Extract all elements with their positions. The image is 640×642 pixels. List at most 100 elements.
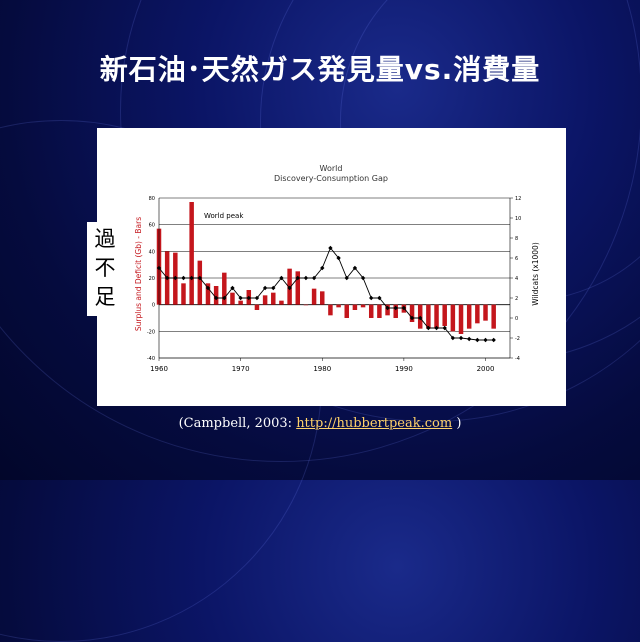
bar xyxy=(279,300,284,305)
wildcats-point xyxy=(205,285,211,291)
bar xyxy=(222,272,227,305)
wildcats-point xyxy=(303,275,309,281)
chart-title: World xyxy=(320,164,343,173)
bar xyxy=(189,202,194,305)
y-axis-label: Surplus and Deficit (Gb) - Bars xyxy=(134,217,143,331)
bar xyxy=(295,271,301,305)
bar xyxy=(271,292,276,305)
wildcats-point xyxy=(181,275,186,281)
y2-tick-label: 2 xyxy=(515,296,518,302)
bar xyxy=(230,292,235,305)
discovery-consumption-chart: World Discovery-Consumption Gap -40-2002… xyxy=(134,164,540,373)
bar xyxy=(328,304,333,316)
bar xyxy=(320,291,325,305)
x-tick-label: 1990 xyxy=(395,365,413,373)
y2-axis-label: Wildcats (x1000) xyxy=(531,242,540,306)
wildcats-point xyxy=(230,285,235,291)
y-tick-label: 80 xyxy=(149,196,155,202)
bar xyxy=(377,304,382,318)
y2-tick-label: 8 xyxy=(515,236,518,242)
x-tick-label: 1970 xyxy=(232,365,250,373)
bar xyxy=(368,304,374,318)
wildcats-point xyxy=(450,335,456,341)
wildcats-point xyxy=(320,265,325,271)
bar xyxy=(205,283,211,305)
wildcats-point xyxy=(466,336,472,342)
citation: (Campbell, 2003: http://hubbertpeak.com … xyxy=(0,416,640,431)
y2-tick-label: -2 xyxy=(515,336,520,342)
slide-title: 新石油･天然ガス発見量vs.消費量 xyxy=(99,53,541,86)
y2-tick-label: 12 xyxy=(515,196,521,202)
x-tick-label: 1980 xyxy=(313,365,331,373)
bar xyxy=(344,304,349,318)
y2-tick-label: 0 xyxy=(515,316,518,322)
wildcats-point xyxy=(262,285,268,291)
x-tick-label: 1960 xyxy=(150,365,168,373)
wildcats-point xyxy=(483,337,488,343)
bar xyxy=(181,283,186,305)
wildcats-point xyxy=(173,275,178,281)
wildcats-point xyxy=(164,275,170,281)
chart-card: World Discovery-Consumption Gap -40 -20 0 2… xyxy=(97,128,566,406)
wildcats-point xyxy=(213,295,219,301)
bar xyxy=(483,304,488,321)
citation-suffix: ) xyxy=(452,416,462,431)
bar xyxy=(442,304,447,326)
bar xyxy=(409,304,415,322)
y-tick-label: -20 xyxy=(147,329,155,335)
bar xyxy=(426,304,431,329)
y-tick-label: -40 xyxy=(147,356,155,362)
y-tick-label: 0 xyxy=(152,303,155,309)
wildcats-point xyxy=(434,325,439,331)
wildcats-point xyxy=(360,275,366,281)
shortfall-label: 過 不 足 xyxy=(87,222,123,316)
y2-tick-label: 6 xyxy=(515,256,518,262)
wildcats-point xyxy=(393,305,398,311)
wildcats-point xyxy=(369,295,374,301)
wildcats-point xyxy=(254,295,260,301)
wildcats-point xyxy=(401,305,407,311)
wildcats-point xyxy=(475,337,480,343)
wildcats-point xyxy=(311,275,317,281)
y-tick-label: 60 xyxy=(149,223,155,229)
wildcats-point xyxy=(344,275,349,281)
bar xyxy=(262,295,268,305)
bar xyxy=(254,304,260,310)
wildcats-point xyxy=(352,265,358,271)
wildcats-point xyxy=(491,337,496,343)
bar xyxy=(213,286,219,305)
wildcats-point xyxy=(271,285,276,291)
wildcats-point xyxy=(238,295,243,301)
wildcats-point xyxy=(197,275,203,281)
chart-subtitle: Discovery-Consumption Gap xyxy=(274,174,388,183)
citation-link[interactable]: http://hubbertpeak.com xyxy=(296,416,453,431)
wildcats-point xyxy=(409,315,415,321)
bar xyxy=(450,304,456,332)
side-label-char: 足 xyxy=(94,285,116,309)
bar xyxy=(458,304,464,334)
wildcats-point xyxy=(189,275,194,281)
bar xyxy=(491,304,496,329)
y-tick-label: 20 xyxy=(149,276,155,282)
wildcats-point xyxy=(287,285,292,291)
wildcats-point xyxy=(295,275,300,281)
y2-tick-label: 4 xyxy=(515,276,518,282)
wildcats-point xyxy=(377,295,382,301)
bar xyxy=(393,304,398,318)
wildcats-point xyxy=(426,325,431,331)
bar xyxy=(475,304,480,324)
side-label-char: 過 xyxy=(94,227,116,251)
wildcats-point xyxy=(385,305,390,311)
x-tick-label: 2000 xyxy=(477,365,495,373)
side-label-char: 不 xyxy=(94,256,116,280)
bar xyxy=(352,304,358,310)
bar xyxy=(360,304,366,308)
wildcats-point xyxy=(458,335,464,341)
bar xyxy=(303,304,309,306)
y2-tick-label: -4 xyxy=(515,356,520,362)
wildcats-point xyxy=(222,295,227,301)
bar xyxy=(434,304,439,329)
bar xyxy=(238,300,243,305)
bar xyxy=(311,288,317,305)
world-peak-annotation: World peak xyxy=(204,212,244,220)
